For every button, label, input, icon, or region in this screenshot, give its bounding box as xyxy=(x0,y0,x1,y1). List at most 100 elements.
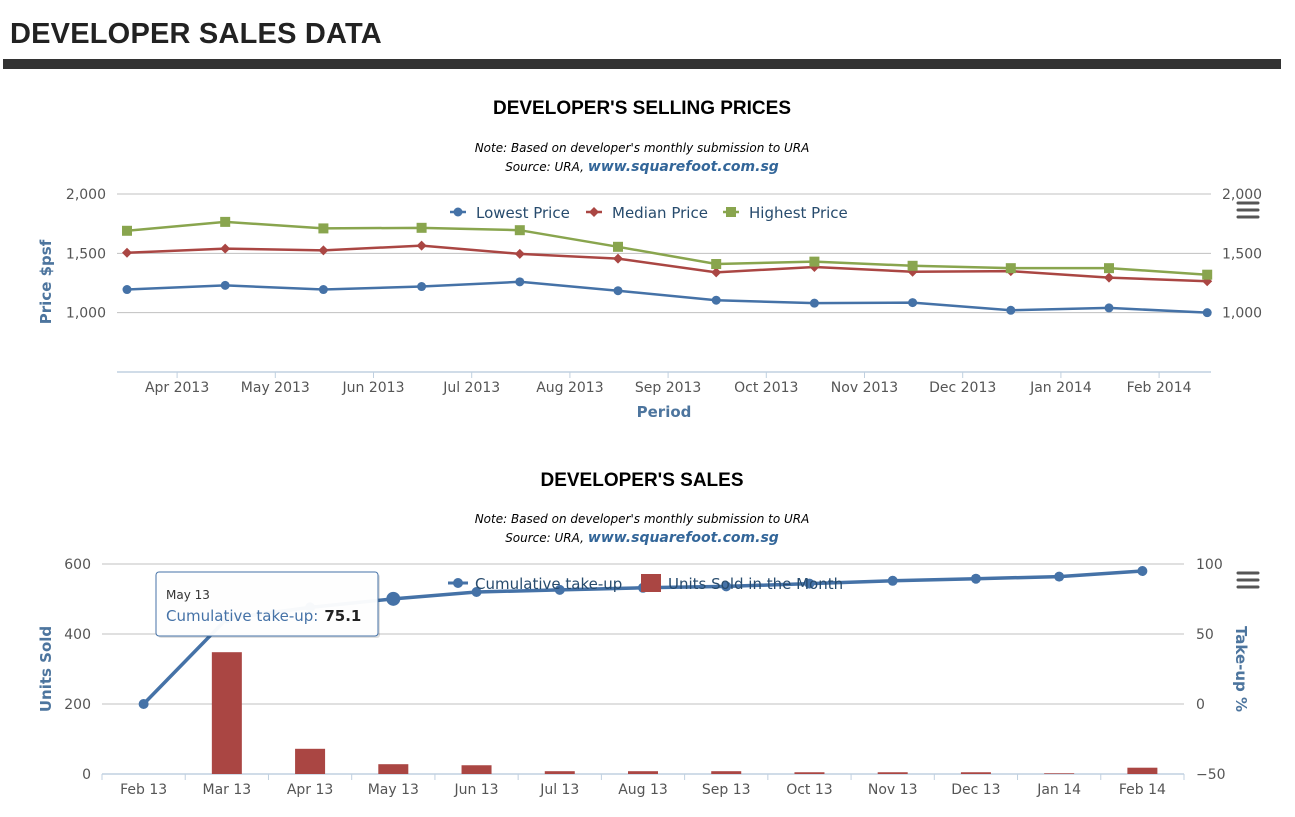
point-lowest-price[interactable] xyxy=(318,285,328,295)
point-cumulative-take-up[interactable] xyxy=(138,699,149,709)
point-highest-price[interactable] xyxy=(711,259,722,270)
chart2-source-prefix: Source: URA, xyxy=(505,531,584,545)
chart1-xlabel: Period xyxy=(637,403,692,421)
point-median-price[interactable] xyxy=(711,267,722,278)
chart2-ytick-label-right: 0 xyxy=(1196,697,1205,713)
point-lowest-price[interactable] xyxy=(1202,308,1212,318)
bar-units-sold[interactable] xyxy=(544,771,575,774)
legend-label-median-price[interactable]: Median Price xyxy=(612,204,708,222)
point-lowest-price[interactable] xyxy=(613,286,623,296)
point-median-price[interactable] xyxy=(613,253,623,264)
bar-units-sold[interactable] xyxy=(711,771,742,774)
point-lowest-price[interactable] xyxy=(515,277,525,287)
chart2-source: Source: URA, www.squarefoot.com.sg xyxy=(505,530,779,546)
point-highest-price[interactable] xyxy=(416,222,427,233)
chart1-xtick-label: Jan 2014 xyxy=(1029,380,1092,396)
chart2-xtick-label: Jan 14 xyxy=(1036,782,1081,798)
chart1-title: DEVELOPER'S SELLING PRICES xyxy=(493,98,791,119)
point-cumulative-take-up[interactable] xyxy=(471,587,482,597)
bar-units-sold[interactable] xyxy=(628,771,658,774)
developer-sales-chart: DEVELOPER'S SALES Note: Based on develop… xyxy=(37,470,1264,798)
legend-marker-highest-price[interactable] xyxy=(726,207,736,217)
point-lowest-price[interactable] xyxy=(1104,303,1114,313)
bar-units-sold[interactable] xyxy=(1127,767,1158,774)
point-cumulative-take-up[interactable] xyxy=(804,578,815,589)
point-median-price[interactable] xyxy=(809,261,820,272)
point-cumulative-take-up[interactable] xyxy=(970,573,981,584)
point-median-price[interactable] xyxy=(514,248,525,259)
point-highest-price[interactable] xyxy=(1202,269,1213,280)
point-highest-price[interactable] xyxy=(220,216,231,227)
chart2-menu-icon[interactable] xyxy=(1234,569,1264,593)
legend-marker-lowest-price[interactable] xyxy=(453,207,463,217)
chart1-menu-icon[interactable] xyxy=(1234,199,1264,223)
chart1-xtick-label: Feb 2014 xyxy=(1127,380,1192,396)
chart2-xtick-label: Jul 13 xyxy=(539,782,579,798)
chart1-source-link[interactable]: www.squarefoot.com.sg xyxy=(588,159,779,175)
point-median-price[interactable] xyxy=(1104,272,1114,283)
chart2-ytick-label-right: −50 xyxy=(1196,767,1226,783)
tooltip-box xyxy=(155,571,379,637)
chart2-source-link[interactable]: www.squarefoot.com.sg xyxy=(588,530,779,546)
tooltip-value-row: Cumulative take-up: 75.1 xyxy=(166,607,361,625)
point-lowest-price[interactable] xyxy=(122,285,132,295)
point-lowest-price[interactable] xyxy=(220,280,230,290)
chart1-xtick-label: Apr 2013 xyxy=(145,380,209,396)
point-median-price[interactable] xyxy=(416,240,427,251)
chart1-ytick-label-right: 2,000 xyxy=(1222,187,1262,203)
legend-marker-cumulative-take-up[interactable] xyxy=(453,578,463,588)
point-cumulative-take-up[interactable] xyxy=(721,581,732,592)
point-lowest-price[interactable] xyxy=(711,295,721,305)
point-lowest-price[interactable] xyxy=(1006,305,1016,315)
bar-units-sold[interactable] xyxy=(295,748,326,774)
chart2-xtick-label: Apr 13 xyxy=(287,782,333,798)
point-highest-price[interactable] xyxy=(809,256,820,267)
point-cumulative-take-up[interactable] xyxy=(1054,571,1065,582)
point-cumulative-take-up[interactable] xyxy=(554,584,565,595)
chart1-ytick-label: 1,500 xyxy=(66,246,106,262)
legend-label-cumulative-take-up[interactable]: Cumulative take-up xyxy=(475,575,622,593)
page-title: DEVELOPER SALES DATA xyxy=(10,18,382,50)
point-lowest-price[interactable] xyxy=(809,298,819,308)
tooltip-label: Cumulative take-up: xyxy=(166,607,318,625)
point-highest-price[interactable] xyxy=(1104,263,1114,274)
chart2-ylabel-right: Take-up % xyxy=(1232,626,1250,712)
bar-units-sold[interactable] xyxy=(1044,773,1075,774)
bar-units-sold[interactable] xyxy=(378,764,409,774)
point-highest-price[interactable] xyxy=(318,223,329,234)
bar-units-sold[interactable] xyxy=(960,772,991,774)
point-cumulative-take-up[interactable] xyxy=(1137,566,1148,576)
bar-units-sold[interactable] xyxy=(461,765,492,774)
chart2-ylabel: Units Sold xyxy=(37,626,55,712)
point-lowest-price[interactable] xyxy=(417,282,427,292)
chart2-xtick-label: Feb 13 xyxy=(120,782,167,798)
legend-label-lowest-price[interactable]: Lowest Price xyxy=(476,204,570,222)
point-highest-price[interactable] xyxy=(514,225,525,236)
point-cumulative-take-up[interactable] xyxy=(386,591,401,606)
tooltip-title: May 13 xyxy=(166,588,210,602)
point-median-price[interactable] xyxy=(122,247,132,258)
point-median-price[interactable] xyxy=(318,245,329,256)
chart2-ytick-label: 200 xyxy=(64,697,91,713)
bar-units-sold[interactable] xyxy=(211,652,242,774)
legend-label-highest-price[interactable]: Highest Price xyxy=(749,204,848,222)
point-highest-price[interactable] xyxy=(907,260,918,271)
point-highest-price[interactable] xyxy=(1005,263,1016,274)
legend-label-units-sold[interactable]: Units Sold in the Month xyxy=(668,575,843,593)
legend-marker-units-sold[interactable] xyxy=(641,574,661,592)
title-divider xyxy=(3,59,1281,69)
legend-marker-median-price[interactable] xyxy=(589,207,599,217)
point-lowest-price[interactable] xyxy=(908,298,918,308)
chart1-ytick-label-right: 1,500 xyxy=(1222,246,1262,262)
bar-units-sold[interactable] xyxy=(794,772,825,774)
point-highest-price[interactable] xyxy=(613,241,623,252)
bar-units-sold[interactable] xyxy=(877,772,908,774)
chart2-ytick-label: 600 xyxy=(64,557,91,573)
chart1-xtick-label: May 2013 xyxy=(241,380,310,396)
point-cumulative-take-up[interactable] xyxy=(887,575,898,586)
point-highest-price[interactable] xyxy=(122,225,132,236)
chart1-xtick-label: Jul 2013 xyxy=(442,380,500,396)
point-median-price[interactable] xyxy=(220,243,231,254)
series-line-lowest-price xyxy=(126,280,1208,314)
chart2-ytick-label-right: 50 xyxy=(1196,627,1214,643)
